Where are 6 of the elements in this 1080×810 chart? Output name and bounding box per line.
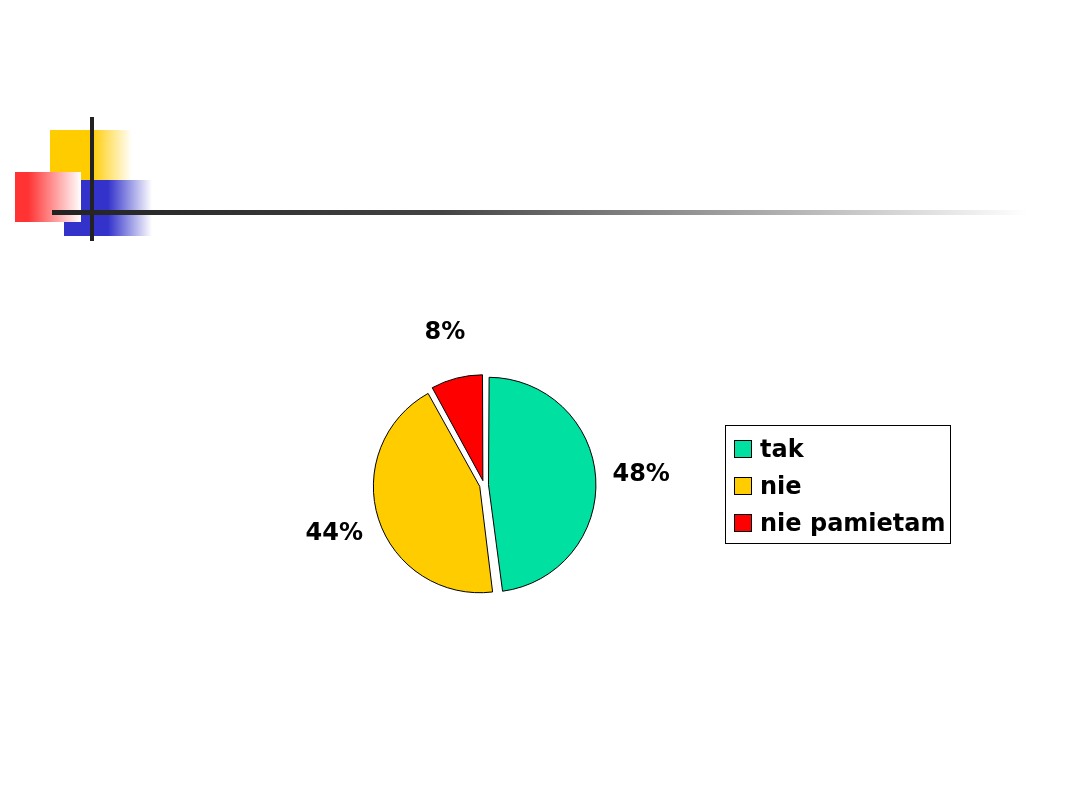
legend-label: nie pamietam bbox=[760, 508, 946, 537]
legend-label: tak bbox=[760, 434, 804, 463]
data-label: 44% bbox=[305, 517, 363, 546]
data-label: 48% bbox=[612, 459, 670, 488]
legend-label: nie bbox=[760, 471, 802, 500]
data-label: 8% bbox=[424, 316, 466, 345]
